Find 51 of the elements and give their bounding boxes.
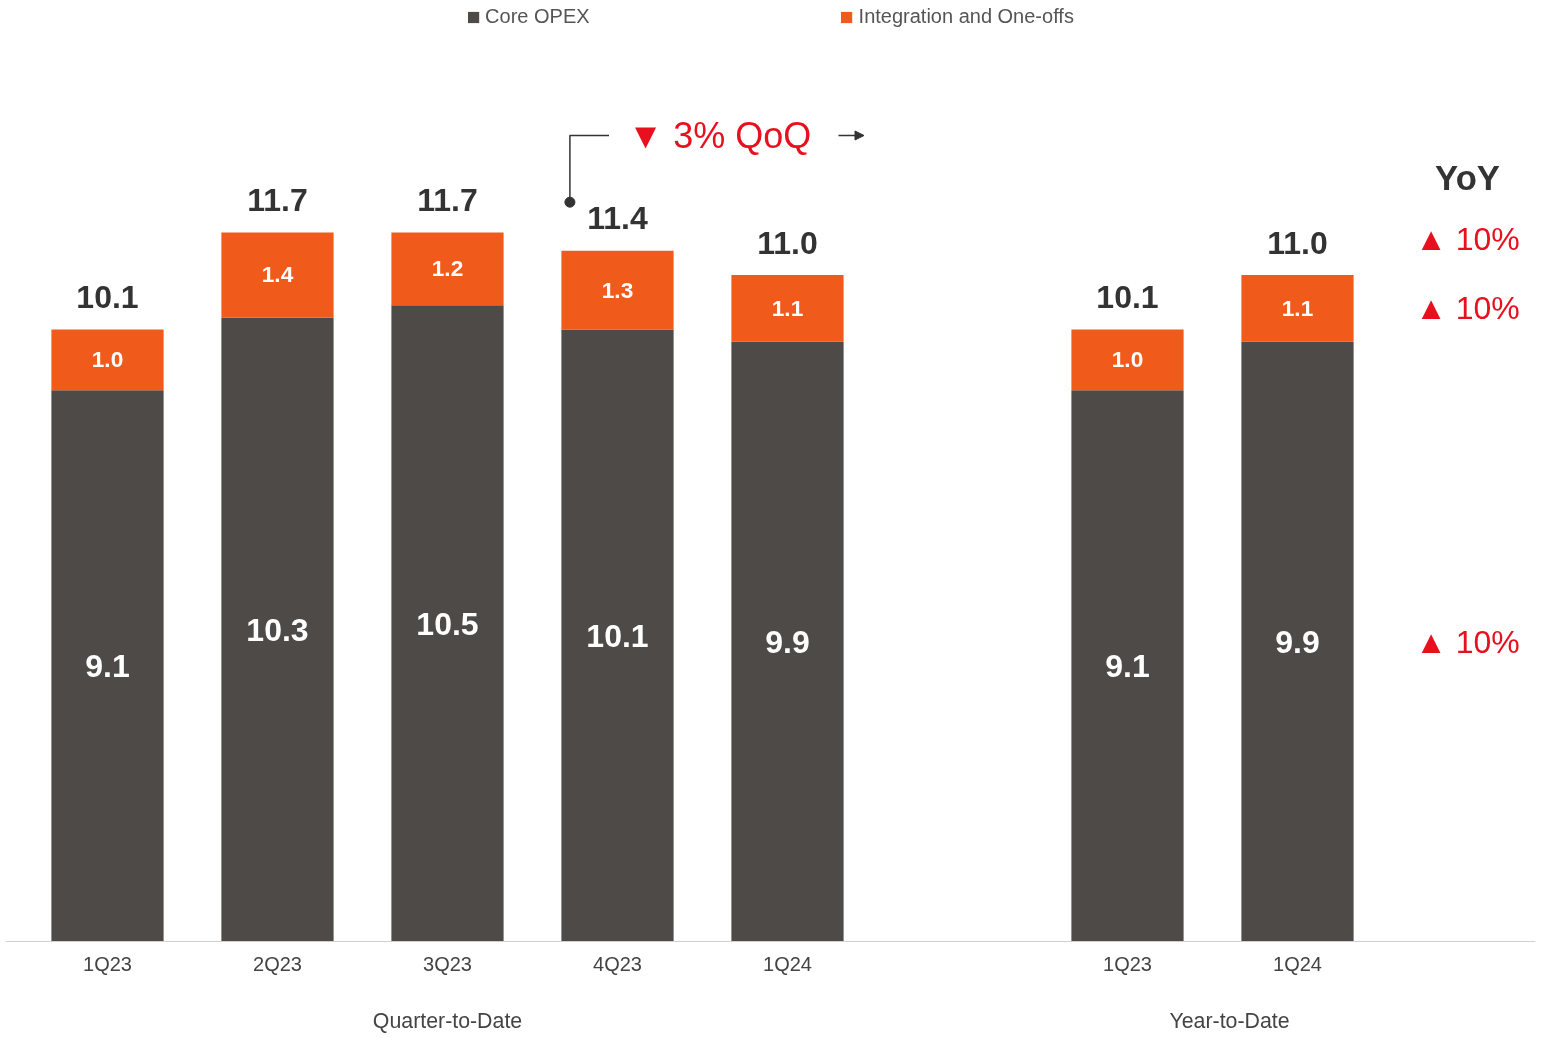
total-label: 10.1 (1096, 279, 1159, 316)
total-label: 10.1 (76, 279, 139, 316)
text: YoY (1435, 158, 1500, 197)
x-tick-label: 2Q23 (253, 952, 302, 975)
data-label: 9.9 (765, 623, 810, 660)
bar (731, 274, 844, 342)
total-label: 11.4 (587, 200, 648, 237)
data-label: 10.5 (416, 605, 479, 642)
total-label: 11.0 (757, 224, 818, 261)
x-tick-label: 1Q23 (83, 952, 132, 975)
text: Year-to-Date (1169, 1009, 1290, 1034)
x-tick-label: 3Q23 (423, 952, 472, 975)
data-label: 1.3 (601, 276, 634, 303)
bar (731, 341, 844, 942)
x-tick-label: 1Q24 (1273, 952, 1322, 975)
data-label: 1.4 (261, 261, 294, 288)
bar (391, 305, 504, 942)
bar (561, 329, 674, 942)
bar (1241, 274, 1354, 342)
x-tick-label: 4Q23 (593, 952, 642, 975)
total-label: 11.7 (417, 182, 478, 219)
bar (1071, 329, 1184, 391)
data-label: 9.9 (1275, 623, 1320, 660)
text: ▲ 10% (1415, 220, 1520, 257)
bar (561, 250, 674, 330)
text: ▼ 3% QoQ (627, 114, 812, 156)
bar (1071, 390, 1184, 942)
data-label: 1.2 (431, 255, 464, 282)
data-label: 9.1 (1105, 648, 1150, 684)
text: ▲ 10% (1415, 623, 1520, 660)
bar (221, 317, 334, 942)
bar (1241, 341, 1354, 942)
legend-label: Core OPEX (485, 5, 590, 28)
data-label: 9.1 (85, 648, 130, 684)
data-label: 1.0 (1111, 346, 1144, 373)
bar (51, 329, 164, 391)
data-label: 10.1 (586, 617, 649, 654)
text: ▲ 10% (1415, 290, 1520, 327)
data-label: 10.3 (246, 611, 309, 648)
data-label: 1.1 (771, 294, 804, 321)
bar (51, 390, 164, 942)
total-label: 11.0 (1267, 224, 1328, 261)
bar (221, 232, 334, 318)
bar (391, 232, 504, 306)
total-label: 11.7 (247, 182, 308, 219)
data-label: 1.1 (1281, 294, 1314, 321)
x-tick-label: 1Q23 (1103, 952, 1152, 975)
data-label: 1.0 (91, 346, 124, 373)
x-tick-label: 1Q24 (763, 952, 812, 975)
legend-label: Integration and One-offs (858, 5, 1074, 28)
text: Quarter-to-Date (372, 1009, 523, 1034)
